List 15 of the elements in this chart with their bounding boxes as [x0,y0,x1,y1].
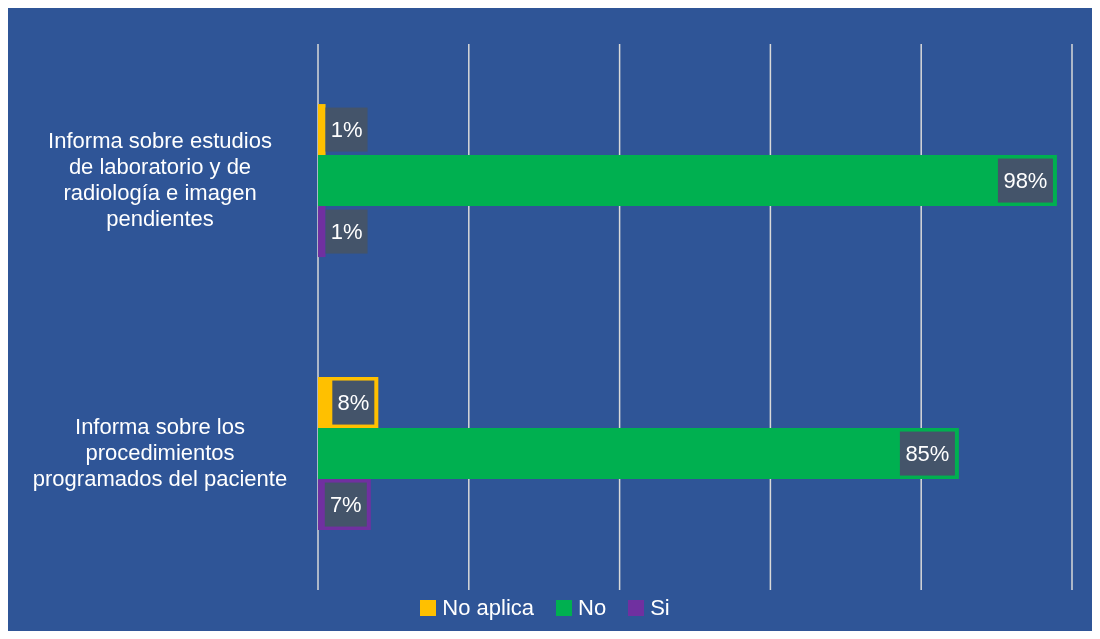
data-label: 8% [337,390,370,416]
y-tick-label: Informa sobre los procedimientos programados del paciente [32,413,288,491]
legend-label: Si [650,595,670,621]
bar [318,428,959,480]
legend-label: No aplica [442,595,535,621]
data-label: 1% [330,117,363,143]
data-label: 7% [329,492,362,518]
data-label: 1% [330,219,363,245]
data-label: 98% [1003,168,1048,194]
bar [318,206,326,258]
bar [318,155,1057,207]
bar [318,104,326,156]
y-tick-label: Informa sobre estudios de laboratorio y de radiología e imagen pendientes [48,127,272,231]
legend-label: No [578,595,607,621]
data-label: 85% [905,441,950,467]
